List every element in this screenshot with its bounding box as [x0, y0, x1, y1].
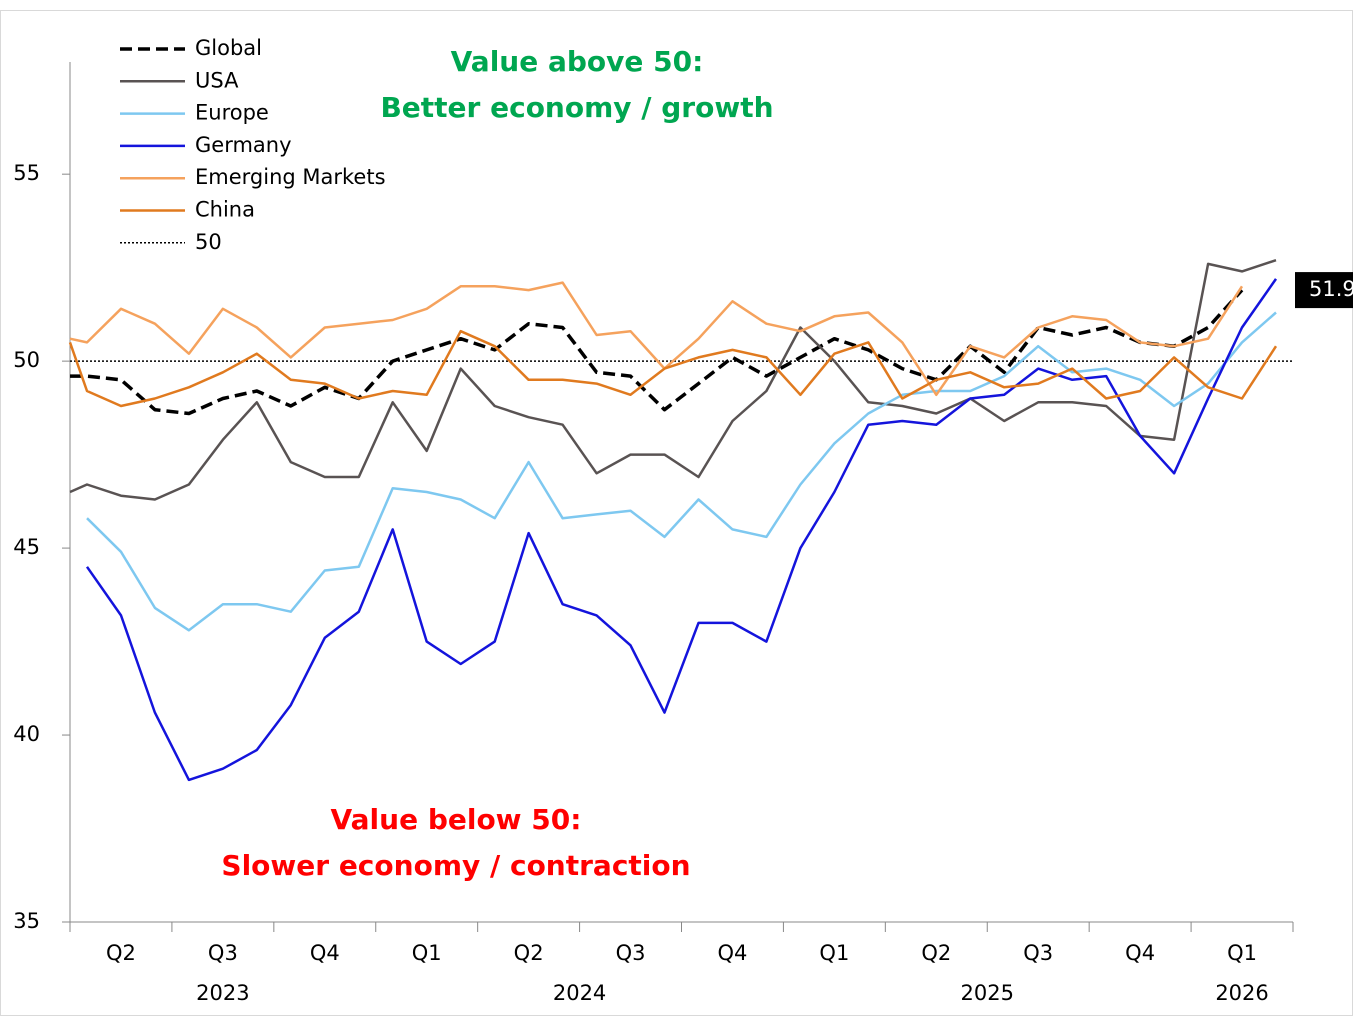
legend-label: Europe — [195, 101, 269, 125]
year-label: 2026 — [1215, 981, 1268, 1005]
annotation: Slower economy / contraction — [221, 849, 690, 882]
year-label: 2025 — [961, 981, 1014, 1005]
annotation: Value below 50: — [331, 803, 582, 836]
end-label: 51.9 — [1309, 277, 1353, 301]
series-line — [68, 329, 1278, 408]
year-label: 2023 — [196, 981, 249, 1005]
quarter-label: Q3 — [1023, 941, 1053, 965]
y-tick-label: 40 — [13, 722, 40, 746]
series-line — [85, 278, 1278, 782]
y-tick-label: 50 — [13, 348, 40, 372]
quarter-label: Q1 — [819, 941, 849, 965]
quarter-label: Q4 — [310, 941, 340, 965]
legend-label: China — [195, 198, 255, 222]
annotation: Value above 50: — [451, 45, 704, 78]
end-label-box — [1295, 272, 1353, 309]
legend-label: Emerging Markets — [195, 165, 386, 189]
series-line — [69, 259, 1277, 501]
y-tick-label: 45 — [13, 535, 40, 559]
quarter-label: Q2 — [106, 941, 136, 965]
quarter-label: Q4 — [718, 941, 748, 965]
quarter-label: Q1 — [1227, 941, 1257, 965]
quarter-label: Q3 — [616, 941, 646, 965]
quarter-label: Q2 — [921, 941, 951, 965]
series-line — [69, 281, 1244, 397]
y-tick-label: 55 — [13, 161, 40, 185]
quarter-label: Q4 — [1125, 941, 1155, 965]
y-tick-label: 35 — [13, 909, 40, 933]
quarter-label: Q2 — [514, 941, 544, 965]
annotation: Better economy / growth — [380, 91, 773, 124]
quarter-label: Q1 — [412, 941, 442, 965]
series-line — [70, 288, 1244, 416]
legend-label: Global — [195, 36, 262, 60]
legend-label: 50 — [195, 230, 222, 254]
year-label: 2024 — [553, 981, 606, 1005]
legend-label: Germany — [195, 133, 292, 157]
legend-label: USA — [195, 68, 239, 92]
series-line — [86, 311, 1277, 632]
quarter-label: Q3 — [208, 941, 238, 965]
